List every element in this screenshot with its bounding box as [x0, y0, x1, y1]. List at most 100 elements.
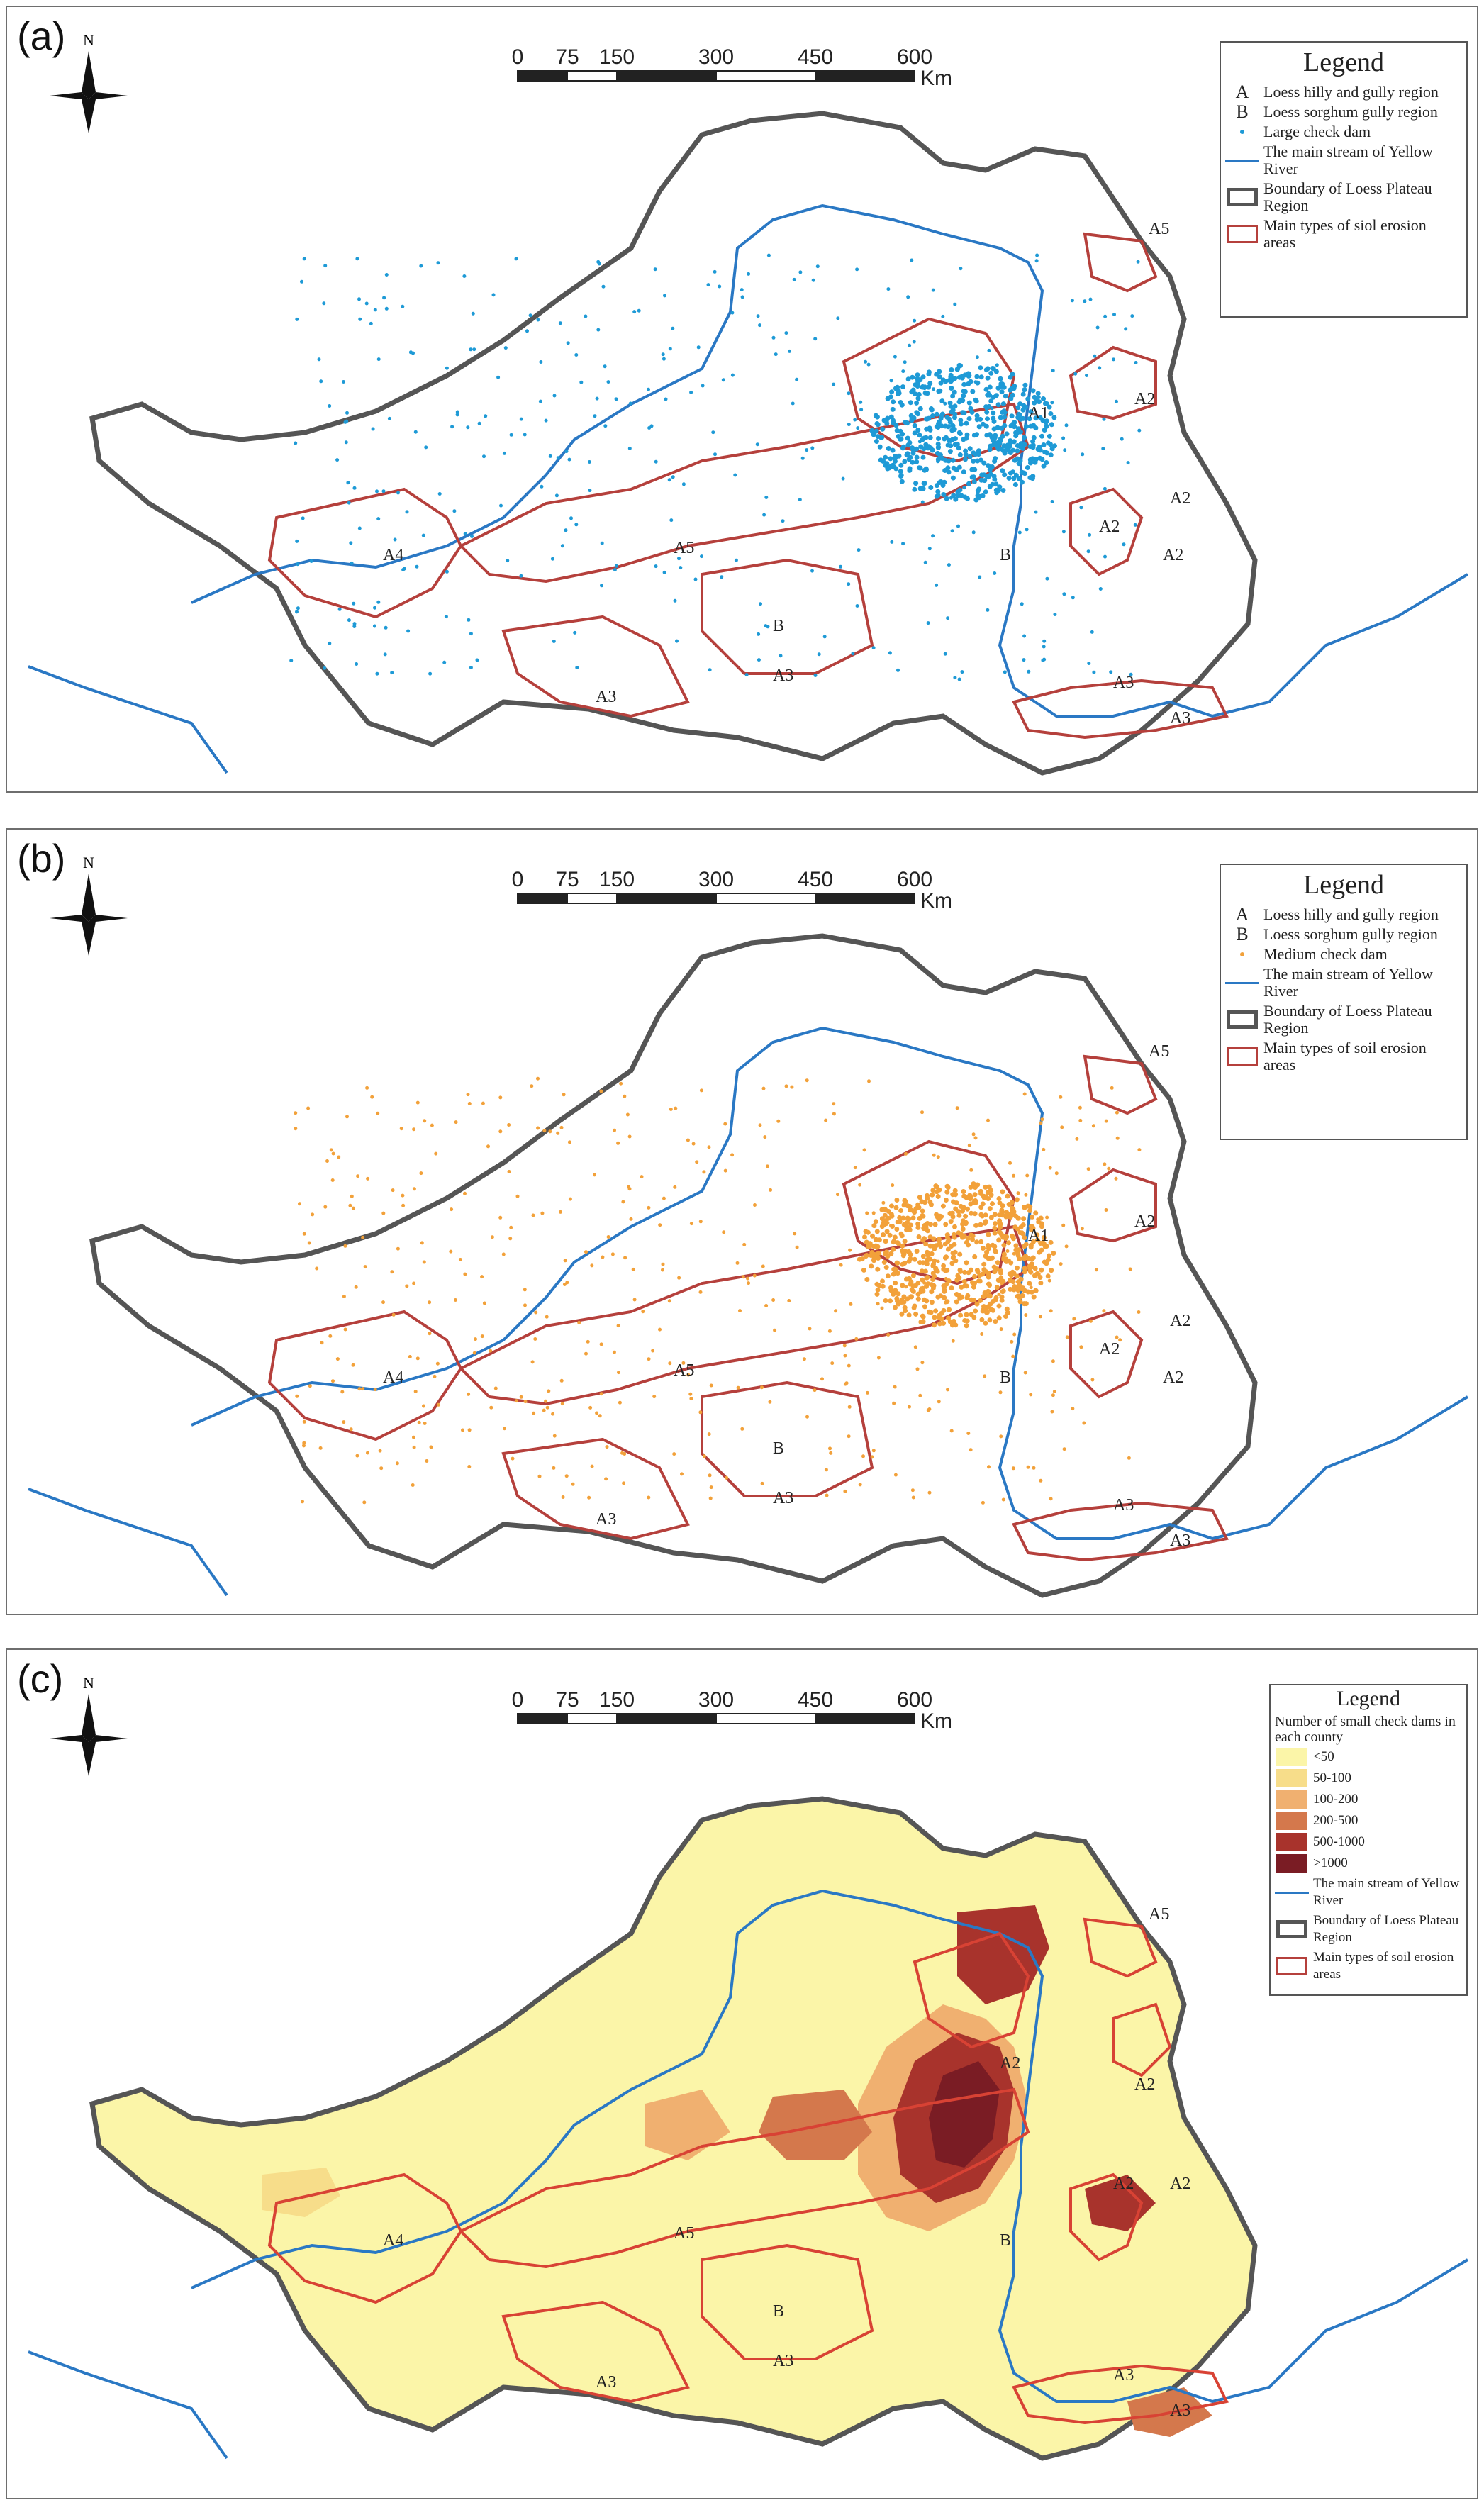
check-dam-point — [289, 659, 294, 663]
region-label: A3 — [773, 1489, 793, 1507]
check-dam-point — [564, 450, 569, 454]
check-dam-point — [548, 1129, 552, 1134]
check-dam-point — [301, 516, 305, 520]
check-dam-point — [891, 1246, 896, 1252]
check-dam-point — [898, 1231, 904, 1237]
check-dam-point — [991, 1307, 996, 1313]
legend-item: Main types of soil erosion areas — [1271, 1949, 1466, 1983]
check-dam-point — [920, 374, 926, 380]
check-dam-point — [875, 1287, 881, 1293]
check-dam-point — [616, 1324, 620, 1328]
check-dam-point — [965, 496, 970, 501]
check-dam-point — [548, 454, 552, 458]
check-dam-point — [954, 441, 960, 447]
check-dam-point — [912, 340, 916, 344]
check-dam-point — [1039, 1247, 1044, 1253]
check-dam-point — [927, 547, 932, 551]
check-dam-point — [853, 1166, 857, 1170]
legend-symbol — [1221, 981, 1263, 984]
check-dam-point — [997, 1293, 1001, 1296]
check-dam-point — [412, 1435, 415, 1439]
check-dam-point — [987, 348, 991, 352]
check-dam-point — [768, 1400, 772, 1404]
check-dam-point — [1091, 1124, 1095, 1128]
check-dam-point — [672, 1452, 676, 1456]
check-dam-point — [907, 467, 913, 473]
check-dam-point — [1013, 472, 1019, 478]
check-dam-point — [482, 1301, 486, 1305]
check-dam-point — [817, 652, 821, 657]
check-dam-point — [559, 1210, 562, 1214]
check-dam-point — [962, 1318, 968, 1323]
check-dam-point — [436, 1402, 440, 1407]
check-dam-point — [647, 1205, 651, 1210]
check-dam-point — [744, 673, 749, 677]
check-dam-point — [1133, 523, 1137, 527]
check-dam-point — [323, 1205, 328, 1209]
check-dam-point — [649, 424, 654, 428]
legend-label: Loess hilly and gully region — [1263, 905, 1439, 923]
check-dam-point — [971, 479, 977, 484]
check-dam-point — [730, 373, 735, 377]
check-dam-point — [302, 1419, 306, 1424]
check-dam-point — [921, 1297, 927, 1302]
check-dam-point — [396, 491, 400, 495]
check-dam-point — [1003, 670, 1007, 674]
check-dam-point — [871, 432, 876, 437]
check-dam-point — [1050, 500, 1054, 503]
check-dam-point — [913, 481, 919, 486]
check-dam-point — [554, 493, 559, 498]
check-dam-point — [411, 1483, 415, 1487]
check-dam-point — [1049, 422, 1054, 428]
check-dam-point — [952, 436, 958, 442]
check-dam-point — [1061, 1223, 1066, 1227]
check-dam-point — [1039, 1221, 1044, 1227]
north-arrow-icon: N — [50, 1674, 128, 1776]
check-dam-point — [686, 1373, 691, 1377]
check-dam-point — [956, 464, 962, 470]
check-dam-point — [988, 398, 994, 404]
check-dam-point — [450, 1207, 454, 1212]
check-dam-point — [1048, 1166, 1052, 1170]
region-label: A5 — [674, 539, 694, 557]
check-dam-point — [471, 311, 475, 316]
check-dam-point — [937, 374, 942, 380]
legend-item: 100-200 — [1271, 1790, 1466, 1809]
check-dam-point — [1083, 299, 1087, 303]
check-dam-point — [984, 1249, 990, 1255]
check-dam-point — [1080, 1227, 1084, 1231]
check-dam-point — [1038, 1315, 1042, 1319]
check-dam-point — [934, 411, 939, 417]
check-dam-point — [352, 622, 357, 626]
check-dam-point — [966, 400, 972, 406]
check-dam-point — [1044, 450, 1050, 456]
legend-item: Main types of siol erosion areas — [1221, 217, 1466, 251]
check-dam-point — [1030, 1224, 1035, 1229]
check-dam-point — [347, 501, 351, 505]
check-dam-point — [998, 376, 1003, 381]
check-dam-point — [893, 355, 897, 359]
legend-symbol — [1271, 1920, 1313, 1938]
check-dam-point — [1112, 313, 1116, 316]
check-dam-point — [927, 1243, 933, 1249]
check-dam-point — [640, 1175, 644, 1179]
check-dam-point — [947, 377, 952, 383]
check-dam-point — [519, 1395, 523, 1399]
check-dam-point — [352, 625, 357, 628]
scale-segment — [815, 893, 915, 904]
check-dam-point — [502, 451, 506, 455]
check-dam-point — [932, 1222, 938, 1227]
check-dam-point — [430, 1123, 434, 1127]
check-dam-point — [899, 1297, 905, 1302]
check-dam-point — [320, 1341, 324, 1345]
check-dam-point — [429, 1445, 433, 1449]
check-dam-point — [939, 398, 945, 404]
check-dam-point — [882, 1222, 888, 1227]
region-label: A4 — [383, 1368, 403, 1387]
check-dam-point — [884, 1229, 890, 1234]
check-dam-point — [976, 1278, 981, 1284]
check-dam-point — [957, 1267, 963, 1273]
check-dam-point — [544, 418, 548, 423]
check-dam-point — [931, 288, 935, 292]
region-label: A5 — [674, 1361, 694, 1380]
